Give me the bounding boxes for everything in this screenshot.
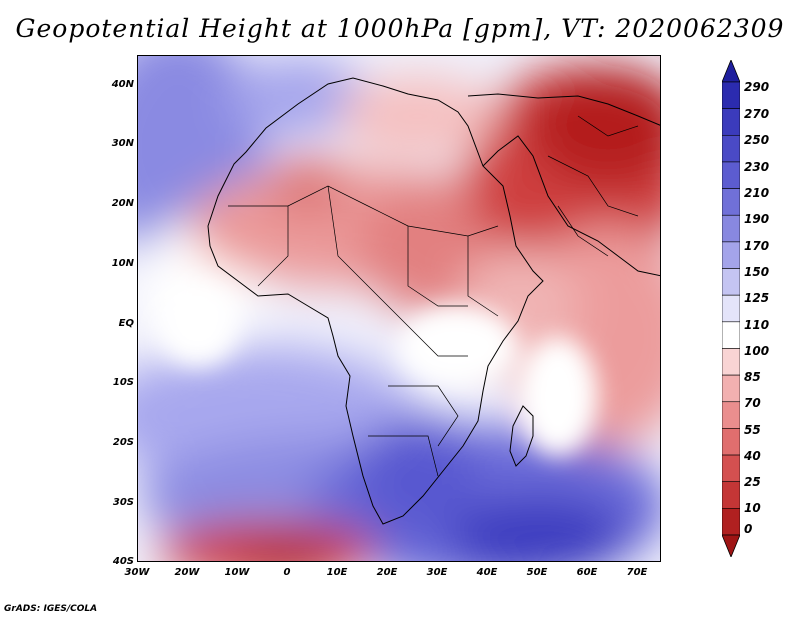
colorbar-label: 150 bbox=[744, 265, 770, 279]
colorbar-label: 190 bbox=[744, 212, 770, 226]
colorbar-segment bbox=[722, 188, 740, 216]
colorbar-label: 10 bbox=[744, 501, 761, 515]
colorbar-segment bbox=[722, 428, 740, 456]
colorbar-segment bbox=[722, 134, 740, 163]
y-tick-label: EQ bbox=[118, 318, 134, 329]
x-tick-label: 60E bbox=[576, 567, 598, 578]
y-tick-label: 40N bbox=[111, 79, 134, 90]
arabia-coastline bbox=[482, 135, 660, 277]
colorbar-segment bbox=[722, 454, 740, 483]
x-tick-label: 20W bbox=[174, 567, 200, 578]
y-tick-label: 30N bbox=[111, 138, 134, 149]
colorbar-label: 170 bbox=[744, 239, 770, 253]
colorbar-segment bbox=[722, 81, 740, 109]
colorbar-label: 40 bbox=[744, 449, 761, 463]
country-borders bbox=[228, 115, 639, 477]
y-tick-label: 10N bbox=[111, 258, 134, 269]
colorbar-label: 25 bbox=[744, 475, 761, 489]
africa-coastline bbox=[207, 77, 544, 525]
x-tick-label: 40E bbox=[476, 567, 498, 578]
colorbar-label: 85 bbox=[744, 370, 761, 384]
y-tick-label: 20S bbox=[112, 437, 134, 448]
eurasia-coastline bbox=[467, 93, 660, 126]
madagascar-coastline bbox=[509, 405, 534, 467]
colorbar-label: 210 bbox=[744, 186, 770, 200]
colorbar-label: 0 bbox=[744, 522, 753, 536]
colorbar-segment bbox=[722, 481, 740, 509]
colorbar-label: 270 bbox=[744, 107, 770, 121]
colorbar-label: 250 bbox=[744, 133, 770, 147]
colorbar-segment bbox=[722, 214, 740, 243]
x-tick-label: 50E bbox=[526, 567, 548, 578]
colorbar-label: 55 bbox=[744, 423, 761, 437]
colorbar-segment bbox=[722, 401, 740, 429]
colorbar-segment bbox=[722, 348, 740, 376]
x-tick-label: 20E bbox=[376, 567, 398, 578]
colorbar-segment bbox=[722, 108, 740, 136]
colorbar-label: 70 bbox=[744, 396, 761, 410]
colorbar-label: 230 bbox=[744, 160, 770, 174]
colorbar-segment bbox=[722, 321, 740, 349]
x-tick-label: 0 bbox=[283, 567, 291, 578]
colorbar-label: 125 bbox=[744, 291, 770, 305]
field-shading bbox=[138, 56, 660, 561]
y-tick-label: 20N bbox=[111, 198, 134, 209]
x-tick-label: 10W bbox=[224, 567, 250, 578]
colorbar-top-triangle bbox=[722, 60, 740, 83]
colorbar-segment bbox=[722, 294, 740, 323]
y-tick-label: 30S bbox=[112, 497, 134, 508]
x-tick-label: 30W bbox=[124, 567, 150, 578]
credit-text: GrADS: IGES/COLA bbox=[4, 604, 98, 614]
x-tick-label: 10E bbox=[326, 567, 348, 578]
geopotential-height-field bbox=[138, 56, 660, 561]
y-tick-label: 40S bbox=[112, 556, 134, 567]
chart-title: Geopotential Height at 1000hPa [gpm], VT… bbox=[15, 14, 785, 43]
colorbar-segment bbox=[722, 508, 740, 536]
colorbar-segment bbox=[722, 268, 740, 296]
colorbar-segment bbox=[722, 241, 740, 269]
colorbar-label: 100 bbox=[744, 344, 770, 358]
y-tick-label: 10S bbox=[112, 377, 134, 388]
x-tick-label: 30E bbox=[426, 567, 448, 578]
colorbar-label: 110 bbox=[744, 318, 770, 332]
colorbar-segment bbox=[722, 161, 740, 189]
colorbar-segment bbox=[722, 374, 740, 403]
x-tick-label: 70E bbox=[626, 567, 648, 578]
colorbar bbox=[722, 60, 740, 557]
coastlines bbox=[207, 77, 660, 525]
colorbar-bottom-triangle bbox=[722, 534, 740, 557]
colorbar-label: 290 bbox=[744, 80, 770, 94]
map-plot-area bbox=[137, 55, 661, 562]
